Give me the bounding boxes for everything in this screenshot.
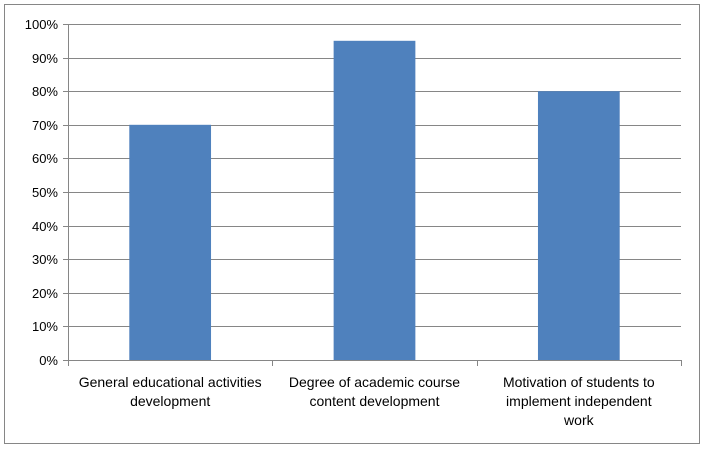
x-category-label-line: development [130, 393, 210, 409]
y-tick-label-40: 40% [32, 219, 58, 234]
bar-0 [129, 124, 212, 360]
y-tick-label-0: 0% [39, 353, 58, 368]
y-tick-label-100: 100% [25, 17, 59, 32]
x-category-label-line: General educational activities [79, 374, 262, 390]
bar-1 [333, 40, 416, 361]
x-category-label-line: Motivation of students to [503, 374, 655, 390]
x-category-label-1: Degree of academic course content develop… [289, 374, 460, 409]
y-tick-label-30: 30% [32, 252, 58, 267]
y-tick-label-70: 70% [32, 118, 58, 133]
y-tick-label-80: 80% [32, 84, 58, 99]
x-category-label-line: content development [310, 393, 440, 409]
y-tick-label-20: 20% [32, 286, 58, 301]
x-category-label-line: work [563, 412, 595, 428]
bar-2 [537, 91, 620, 360]
x-category-label-2: Motivation of students to implement indep… [503, 374, 655, 428]
y-tick-label-10: 10% [32, 319, 58, 334]
y-tick-label-50: 50% [32, 185, 58, 200]
y-tick-label-60: 60% [32, 151, 58, 166]
x-category-label-0: General educational activities developmen… [79, 374, 262, 409]
y-tick-label-90: 90% [32, 51, 58, 66]
x-category-label-line: Degree of academic course [289, 374, 460, 390]
x-category-label-line: implement independent [506, 393, 652, 409]
